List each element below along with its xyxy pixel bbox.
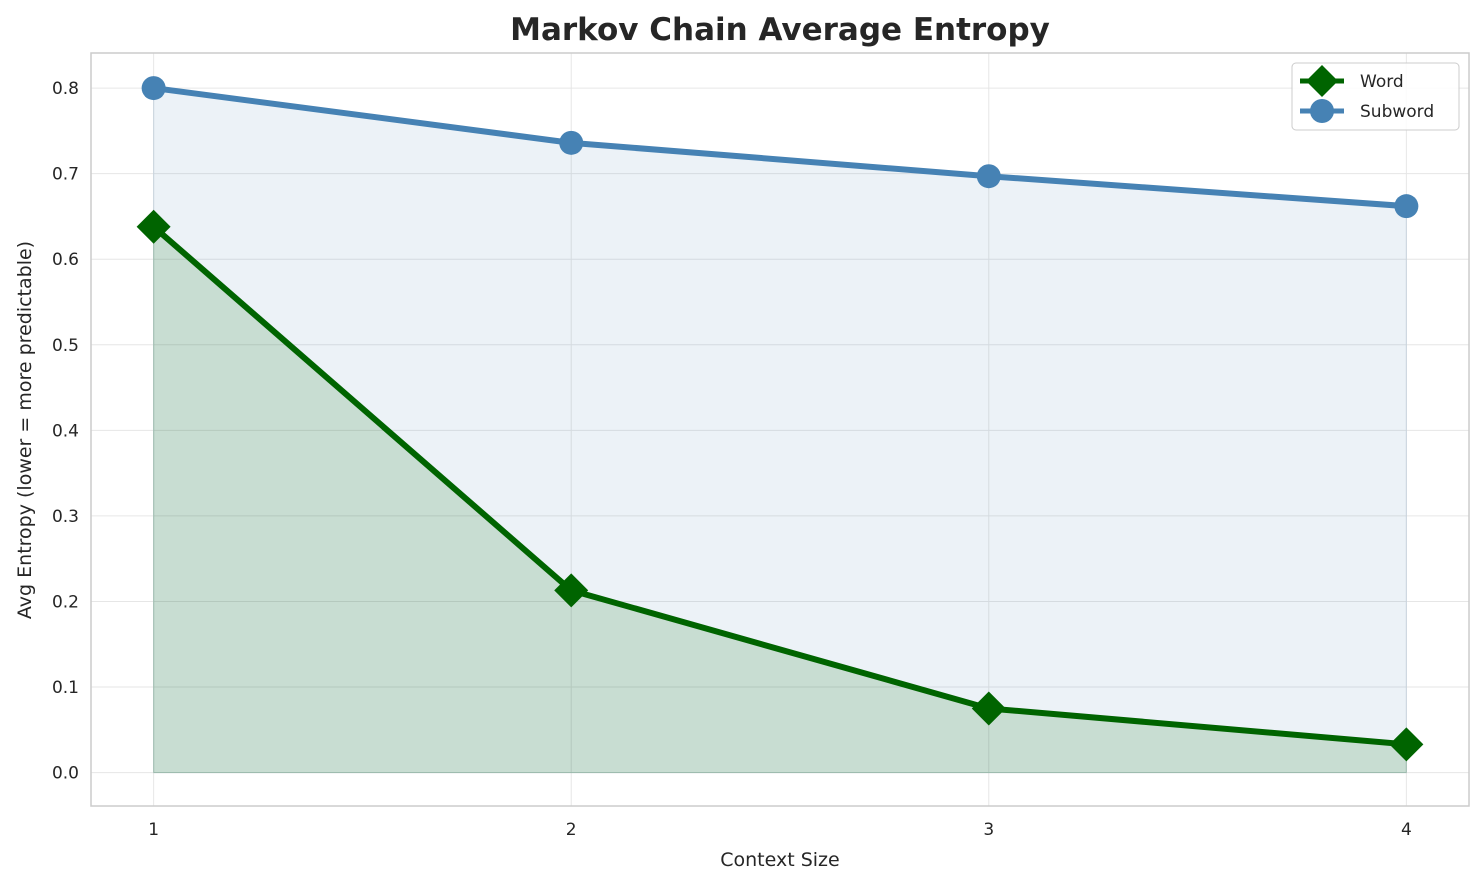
y-tick-label: 0.1 (52, 678, 79, 698)
data-point-word (1389, 727, 1424, 762)
y-tick-label: 0.3 (52, 507, 79, 527)
legend-label-word: Word (1360, 72, 1404, 92)
y-tick-label: 0.5 (52, 336, 79, 356)
x-tick-label: 2 (566, 820, 577, 840)
legend: Word Subword (1291, 62, 1460, 131)
data-point-subword (559, 130, 584, 155)
y-tick-label: 0.6 (52, 250, 79, 270)
series-line-subword (153, 85, 1407, 210)
legend-label-subword: Subword (1360, 102, 1434, 122)
plot-frame (90, 52, 1470, 807)
x-tick-label: 3 (983, 820, 994, 840)
y-tick-label: 0.4 (52, 421, 79, 441)
data-point-subword (976, 164, 1001, 189)
y-tick-label: 0.2 (52, 592, 79, 612)
x-tick-label: 4 (1401, 820, 1412, 840)
data-point-word (136, 209, 171, 244)
legend-marker-subword (1310, 99, 1334, 123)
legend-marker-word (1306, 65, 1338, 97)
y-tick-label: 0.8 (52, 79, 79, 99)
plot-area: 0.0 0.1 0.2 0.3 0.4 0.5 0.6 0.7 0.8 1 2 3 4 Word Subwo… (52, 52, 1470, 840)
data-point-word (554, 573, 589, 608)
chart-title: Markov Chain Average Entropy (510, 12, 1050, 48)
y-tick-label: 0.0 (52, 764, 79, 784)
y-tick-label: 0.7 (52, 165, 79, 185)
x-axis-label: Context Size (720, 849, 839, 871)
data-point-word (971, 691, 1006, 726)
series-line-word (151, 224, 1407, 748)
y-axis-label: Avg Entropy (lower = more predictable) (14, 241, 36, 619)
x-tick-label: 1 (148, 820, 159, 840)
data-point-subword (141, 76, 166, 101)
data-point-subword (1394, 194, 1419, 219)
